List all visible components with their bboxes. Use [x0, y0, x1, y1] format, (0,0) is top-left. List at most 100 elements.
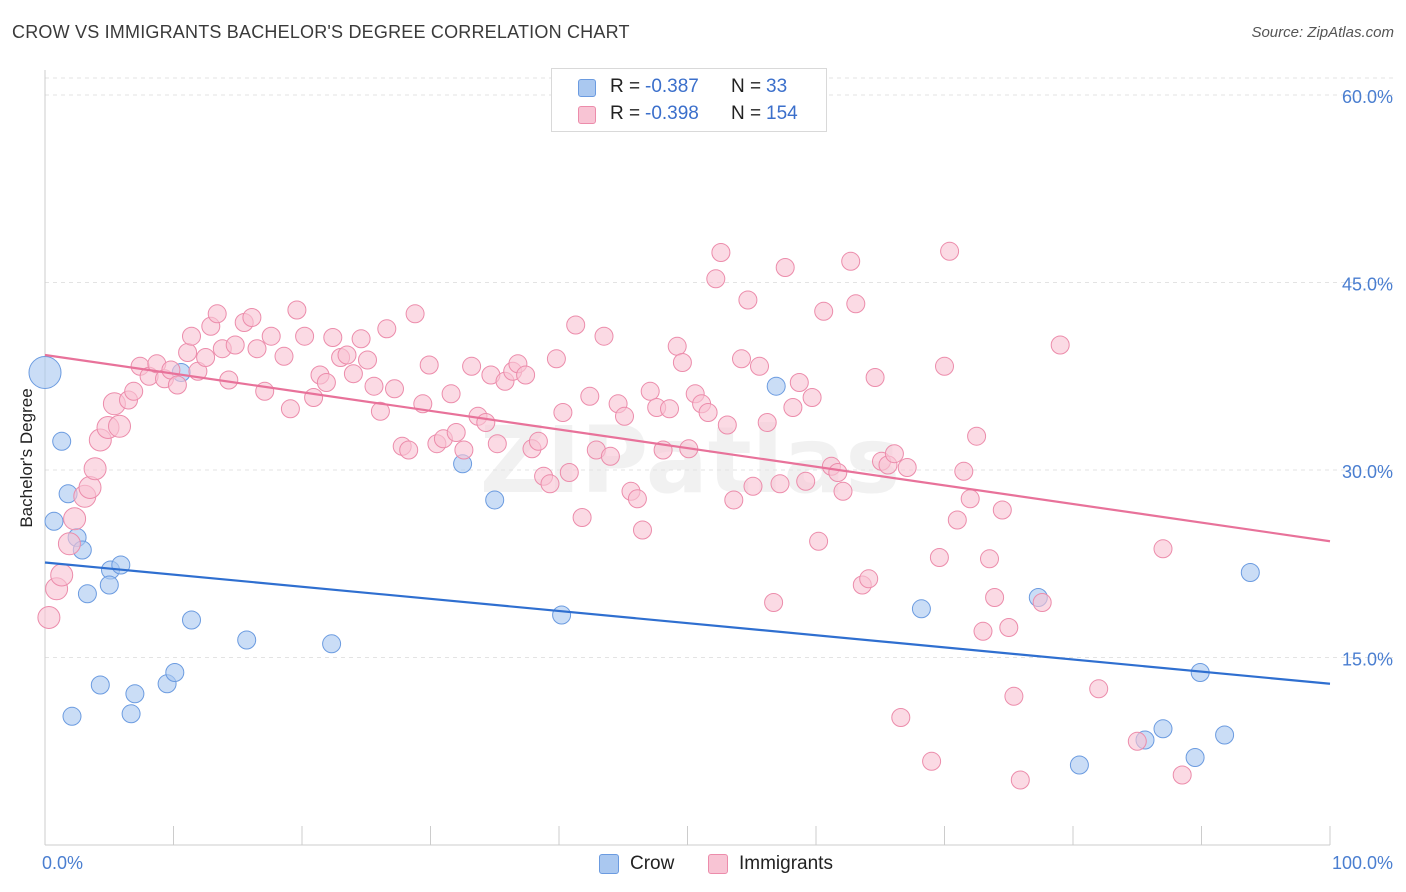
immigrants-point	[828, 463, 848, 482]
immigrants-point	[358, 350, 377, 370]
x-tick-label: 0.0%	[42, 853, 83, 873]
immigrants-point	[405, 304, 425, 324]
immigrants-point	[929, 548, 949, 567]
immigrants-point	[732, 349, 751, 369]
immigrants-point	[37, 606, 61, 629]
immigrants-point	[343, 364, 363, 384]
immigrants-point	[207, 304, 227, 324]
immigrants-point	[295, 326, 315, 346]
legend-r-value: -0.398	[645, 103, 699, 124]
immigrants-point	[1127, 731, 1147, 751]
legend-r-value: -0.387	[645, 76, 699, 97]
immigrants-point	[770, 474, 790, 494]
data-points	[28, 241, 1260, 790]
immigrants-point	[935, 356, 954, 376]
immigrants-point	[865, 368, 885, 387]
y-axis-label: Bachelor's Degree	[17, 388, 36, 527]
crow-point	[165, 663, 185, 682]
legend-r-label: R =	[610, 103, 641, 124]
immigrants-point	[528, 431, 548, 451]
crow-point	[44, 511, 64, 531]
legend-row-crow: R = -0.387 N = 33	[552, 75, 826, 102]
immigrants-point	[738, 290, 758, 310]
immigrants-point	[274, 346, 294, 366]
immigrants-trend-line	[44, 353, 1331, 543]
legend-label-immigrants: Immigrants	[739, 853, 833, 874]
immigrants-point	[660, 399, 679, 419]
immigrants-point	[559, 463, 579, 482]
crow-point	[237, 630, 257, 650]
immigrants-point	[580, 386, 600, 406]
immigrants-point	[1089, 679, 1109, 699]
legend-r-label: R =	[610, 76, 641, 97]
immigrants-point	[124, 381, 144, 401]
legend-n-label: N =	[731, 76, 762, 97]
crow-point	[1240, 563, 1260, 582]
immigrants-point	[1010, 770, 1030, 790]
immigrants-point	[706, 269, 726, 289]
immigrants-point	[399, 440, 419, 460]
immigrants-point	[441, 384, 461, 404]
immigrants-point	[615, 406, 634, 426]
immigrants-point	[833, 481, 853, 501]
immigrants-point	[247, 339, 267, 359]
immigrants-point	[789, 373, 809, 392]
legend-swatch-crow	[599, 854, 619, 874]
y-tick-label: 60.0%	[1342, 87, 1393, 107]
immigrants-point	[385, 379, 404, 399]
immigrants-point	[167, 375, 187, 395]
immigrants-point	[627, 489, 647, 509]
crow-point	[766, 376, 786, 396]
crow-point	[182, 610, 201, 630]
immigrants-point	[992, 500, 1012, 520]
legend-label-crow: Crow	[630, 853, 675, 874]
immigrants-point	[1032, 593, 1052, 612]
legend-n-value: 33	[766, 76, 788, 97]
immigrants-point	[261, 326, 281, 346]
immigrants-point	[814, 301, 834, 321]
crow-point	[52, 431, 72, 451]
immigrants-point	[1004, 686, 1024, 706]
immigrants-point	[775, 258, 795, 277]
y-tick-label: 15.0%	[1342, 650, 1393, 670]
crow-point	[90, 675, 110, 695]
immigrants-point	[922, 751, 942, 771]
immigrants-point	[640, 381, 660, 401]
immigrants-point	[540, 474, 560, 494]
immigrants-point	[698, 403, 718, 422]
immigrants-point	[717, 415, 737, 435]
crow-point	[552, 605, 572, 625]
crow-point	[121, 704, 141, 724]
stats-legend: R = -0.387 N = 33 R = -0.398 N = 154	[551, 68, 827, 132]
immigrants-point	[572, 508, 592, 527]
immigrants-point	[594, 326, 614, 346]
crow-point	[99, 575, 119, 595]
crow-point	[911, 599, 931, 619]
immigrants-point	[667, 336, 687, 356]
immigrants-point	[980, 549, 999, 569]
immigrants-point	[724, 490, 744, 510]
immigrants-point	[672, 353, 692, 372]
immigrants-point	[446, 423, 466, 442]
immigrants-point	[516, 365, 536, 385]
crow-point	[1069, 755, 1089, 775]
immigrants-point	[897, 458, 917, 477]
immigrants-point	[940, 241, 960, 261]
immigrants-point	[304, 388, 324, 407]
immigrants-point	[370, 401, 390, 421]
trend-lines	[44, 353, 1331, 685]
immigrants-point	[419, 355, 439, 375]
immigrants-point	[178, 343, 198, 362]
immigrants-point	[973, 621, 993, 641]
immigrants-point	[985, 588, 1005, 607]
immigrants-point	[225, 335, 245, 355]
immigrants-point	[743, 476, 763, 496]
immigrants-point	[764, 593, 784, 612]
x-tick-label: 100.0%	[1332, 853, 1393, 873]
immigrants-point	[50, 563, 74, 587]
crow-point	[125, 684, 145, 704]
crow-point	[1153, 719, 1173, 739]
immigrants-point	[454, 440, 474, 460]
chart-source: Source: ZipAtlas.com	[1251, 24, 1394, 41]
